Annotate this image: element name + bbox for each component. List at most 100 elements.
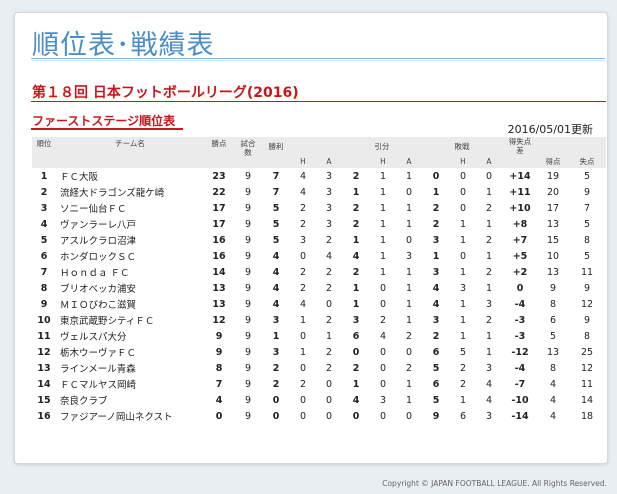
wins-home-cell: 0: [299, 410, 307, 422]
draws-away-cell: 1: [405, 298, 413, 310]
team-cell: ヴァンラーレ八戸: [60, 220, 137, 231]
losses-cell: 6: [432, 378, 440, 390]
losses-away-cell: 2: [485, 266, 493, 278]
draws-cell: 0: [352, 410, 360, 422]
wins-away-cell: 2: [325, 282, 333, 294]
copyright-footer: Copyright © JAPAN FOOTBALL LEAGUE. All R…: [382, 479, 607, 488]
points-cell: 0: [215, 410, 223, 422]
team-cell: ヴェルスパ大分: [60, 332, 127, 343]
draws-home-cell: 1: [379, 266, 387, 278]
losses-home-cell: 1: [459, 218, 467, 230]
wins-away-cell: 3: [325, 186, 333, 198]
rank-cell: 5: [40, 234, 48, 246]
goals-for-cell: 4: [549, 410, 557, 422]
header-points: 勝点: [204, 137, 234, 168]
losses-cell: 3: [432, 314, 440, 326]
table-row: 3 ソニー仙台ＦＣ 17 9 5 2 3 2 1 1 2 0 2 +10 17 7: [32, 200, 606, 216]
wins-home-cell: 2: [299, 378, 307, 390]
wins-home-cell: 2: [299, 218, 307, 230]
losses-cell: 9: [432, 410, 440, 422]
stage-underline: [31, 128, 183, 130]
wins-cell: 3: [272, 346, 280, 358]
wins-home-cell: 0: [299, 250, 307, 262]
goal-diff-cell: +5: [512, 250, 528, 262]
played-cell: 9: [244, 378, 252, 390]
rank-cell: 3: [40, 202, 48, 214]
header-losses-home: H: [450, 155, 476, 168]
wins-cell: 4: [272, 250, 280, 262]
header-team: チーム名: [56, 137, 204, 168]
goals-against-cell: 18: [580, 410, 594, 422]
goals-for-cell: 4: [549, 378, 557, 390]
losses-home-cell: 2: [459, 362, 467, 374]
wins-away-cell: 0: [325, 378, 333, 390]
rank-cell: 1: [40, 170, 48, 182]
points-cell: 13: [212, 282, 226, 294]
rank-cell: 6: [40, 250, 48, 262]
losses-away-cell: 4: [485, 378, 493, 390]
losses-home-cell: 1: [459, 314, 467, 326]
team-cell: ＦＣ大阪: [60, 172, 99, 183]
losses-cell: 2: [432, 218, 440, 230]
losses-away-cell: 1: [485, 346, 493, 358]
table-row: 16 ファジアーノ岡山ネクスト 0 9 0 0 0 0 0 0 9 6 3 -14 4 18: [32, 408, 606, 424]
draws-cell: 3: [352, 314, 360, 326]
draws-cell: 0: [352, 346, 360, 358]
draws-away-cell: 3: [405, 250, 413, 262]
table-row: 4 ヴァンラーレ八戸 17 9 5 2 3 2 1 1 2 1 1 +8 13 5: [32, 216, 606, 232]
draws-away-cell: 1: [405, 282, 413, 294]
table-row: 14 ＦＣマルヤス岡崎 7 9 2 2 0 1 0 1 6 2 4 -7 4 11: [32, 376, 606, 392]
table-row: 9 ＭＩＯびわこ滋賀 13 9 4 4 0 1 0 1 4 1 3 -4 8 12: [32, 296, 606, 312]
header-draws-home: H: [370, 155, 396, 168]
goal-diff-cell: -3: [514, 330, 526, 342]
standings-header: 順位 チーム名 勝点 試合数 勝利 引分 敗戦 得失点差 H A H A H: [32, 137, 606, 168]
wins-away-cell: 2: [325, 346, 333, 358]
losses-away-cell: 2: [485, 314, 493, 326]
rank-cell: 9: [40, 298, 48, 310]
wins-cell: 4: [272, 282, 280, 294]
table-row: 8 ブリオベッカ浦安 13 9 4 2 2 1 0 1 4 3 1 0 9 9: [32, 280, 606, 296]
wins-away-cell: 2: [325, 362, 333, 374]
goals-for-cell: 5: [549, 330, 557, 342]
header-wins-home: H: [290, 155, 316, 168]
wins-away-cell: 2: [325, 314, 333, 326]
wins-cell: 1: [272, 330, 280, 342]
header-losses-away: A: [476, 155, 502, 168]
played-cell: 9: [244, 234, 252, 246]
table-row: 12 栃木ウーヴァＦＣ 9 9 3 1 2 0 0 0 6 5 1 -12 13 25: [32, 344, 606, 360]
updated-date: 2016/05/01更新: [507, 123, 593, 136]
losses-home-cell: 1: [459, 234, 467, 246]
wins-cell: 7: [272, 170, 280, 182]
draws-cell: 1: [352, 186, 360, 198]
team-cell: 栃木ウーヴァＦＣ: [60, 348, 137, 359]
header-goals-against: 失点: [568, 155, 606, 168]
wins-cell: 3: [272, 314, 280, 326]
losses-cell: 6: [432, 346, 440, 358]
table-row: 5 アスルクラロ沼津 16 9 5 3 2 1 1 0 3 1 2 +7 15 8: [32, 232, 606, 248]
goals-against-cell: 5: [583, 250, 591, 262]
header-goals-for: 得点: [538, 155, 568, 168]
goals-for-cell: 4: [549, 394, 557, 406]
stage-title: ファーストステージ順位表: [32, 114, 176, 128]
rank-cell: 4: [40, 218, 48, 230]
wins-away-cell: 2: [325, 234, 333, 246]
standings-body: 1 ＦＣ大阪 23 9 7 4 3 2 1 1 0 0 0 +14 19 5 2 流経大ドラゴンズ龍ケ崎 22 9 7 4…: [32, 168, 606, 424]
rank-cell: 15: [37, 394, 51, 406]
wins-home-cell: 1: [299, 314, 307, 326]
standings-table: 順位 チーム名 勝点 試合数 勝利 引分 敗戦 得失点差 H A H A H: [32, 137, 606, 424]
played-cell: 9: [244, 410, 252, 422]
team-cell: ホンダロックＳＣ: [60, 252, 137, 263]
wins-cell: 0: [272, 394, 280, 406]
losses-cell: 4: [432, 282, 440, 294]
goals-against-cell: 12: [580, 298, 594, 310]
rank-cell: 13: [37, 362, 51, 374]
played-cell: 9: [244, 346, 252, 358]
played-cell: 9: [244, 282, 252, 294]
draws-cell: 2: [352, 170, 360, 182]
draws-cell: 4: [352, 394, 360, 406]
losses-away-cell: 3: [485, 362, 493, 374]
draws-cell: 1: [352, 298, 360, 310]
rank-cell: 7: [40, 266, 48, 278]
table-row: 2 流経大ドラゴンズ龍ケ崎 22 9 7 4 3 1 1 0 1 0 1 +11 20 9: [32, 184, 606, 200]
header-draws: 引分: [342, 137, 422, 155]
